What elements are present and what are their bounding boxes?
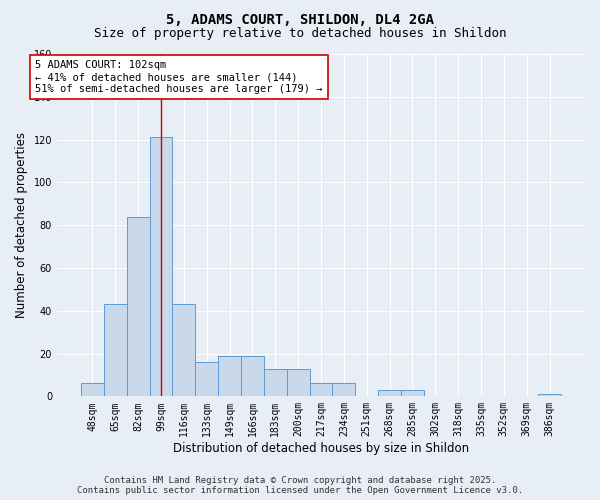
Text: Size of property relative to detached houses in Shildon: Size of property relative to detached ho… <box>94 28 506 40</box>
Text: 5, ADAMS COURT, SHILDON, DL4 2GA: 5, ADAMS COURT, SHILDON, DL4 2GA <box>166 12 434 26</box>
Bar <box>127 216 149 396</box>
Bar <box>172 304 195 396</box>
Bar <box>264 368 287 396</box>
Bar <box>378 390 401 396</box>
Y-axis label: Number of detached properties: Number of detached properties <box>15 132 28 318</box>
Bar <box>218 356 241 397</box>
Bar <box>81 384 104 396</box>
Bar <box>241 356 264 397</box>
Text: Contains HM Land Registry data © Crown copyright and database right 2025.
Contai: Contains HM Land Registry data © Crown c… <box>77 476 523 495</box>
Bar <box>332 384 355 396</box>
Bar <box>287 368 310 396</box>
Bar <box>195 362 218 396</box>
X-axis label: Distribution of detached houses by size in Shildon: Distribution of detached houses by size … <box>173 442 469 455</box>
Bar <box>104 304 127 396</box>
Bar <box>149 138 172 396</box>
Bar <box>310 384 332 396</box>
Bar <box>538 394 561 396</box>
Bar <box>401 390 424 396</box>
Text: 5 ADAMS COURT: 102sqm
← 41% of detached houses are smaller (144)
51% of semi-det: 5 ADAMS COURT: 102sqm ← 41% of detached … <box>35 60 323 94</box>
